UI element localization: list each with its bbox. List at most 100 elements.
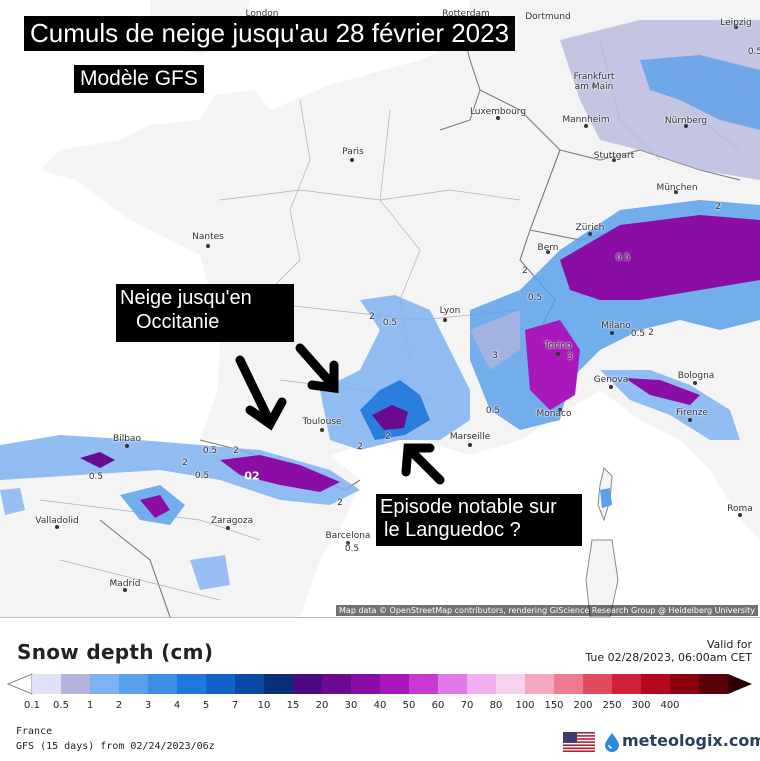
city-label-bologna: Bologna — [677, 371, 715, 381]
city-dot — [592, 84, 596, 88]
scale-swatch — [467, 674, 497, 694]
city-label-bilbao: Bilbao — [113, 434, 141, 444]
city-label-torino: Torino — [544, 341, 572, 351]
annotation-arrows — [235, 343, 445, 485]
city-dot — [684, 124, 688, 128]
city-label-madrid: Madrid — [109, 579, 141, 589]
scale-tick-label: 30 — [344, 700, 358, 711]
city-dot — [226, 526, 230, 530]
city-dot — [688, 418, 692, 422]
contour-value-label: 2 — [357, 442, 363, 452]
scale-swatch — [206, 674, 236, 694]
scale-swatch — [670, 674, 700, 694]
scale-tick-label: 1 — [86, 700, 94, 711]
scale-swatch — [119, 674, 149, 694]
city-dot — [123, 588, 127, 592]
snow-zone-languedoc-peak — [372, 405, 408, 430]
scale-swatch — [699, 674, 729, 694]
region-label: France — [16, 726, 53, 737]
scale-swatch — [525, 674, 555, 694]
scale-swatch — [583, 674, 613, 694]
scale-tick-label: 20 — [315, 700, 329, 711]
city-label-london: London — [245, 9, 279, 19]
contour-value-label: 0.5 — [630, 329, 646, 339]
scale-swatch — [177, 674, 207, 694]
city-label-stuttgart: Stuttgart — [593, 151, 635, 161]
scale-tick-label: 80 — [489, 700, 503, 711]
valid-for-value: Tue 02/28/2023, 06:00am CET — [585, 651, 752, 664]
snow-fields — [0, 20, 760, 590]
scale-tick-label: 50 — [402, 700, 416, 711]
scale-tick-label: 200 — [573, 700, 593, 711]
arrow-to-pyrenees — [235, 355, 273, 423]
city-dot — [584, 124, 588, 128]
meteologix-drop-icon — [605, 733, 619, 752]
annotation-occitanie: Neige jusqu'en Occitanie — [116, 284, 294, 342]
scale-tick-label: 400 — [660, 700, 680, 711]
arrow-to-languedoc — [407, 447, 445, 485]
contour-value-label: 2 — [182, 458, 188, 468]
city-label-nuernberg: Nürnberg — [664, 116, 708, 126]
city-label-bern: Bern — [537, 243, 559, 253]
contour-value-label: 2 — [522, 266, 528, 276]
map-canvas — [0, 0, 760, 617]
scale-swatch — [90, 674, 120, 694]
scale-swatch — [409, 674, 439, 694]
map-title: Cumuls de neige jusqu'au 28 février 2023 — [24, 16, 516, 51]
city-label-dortmund: Dortmund — [525, 12, 571, 22]
city-dot — [610, 331, 614, 335]
city-label-valladolid: Valladolid — [35, 516, 79, 526]
contour-value-label: 2 — [337, 498, 343, 508]
city-dot — [738, 513, 742, 517]
color-scale-bar — [6, 673, 752, 695]
meteologix-brand[interactable]: meteologix.com — [622, 731, 760, 750]
city-label-leipzig: Leipzig — [720, 18, 752, 28]
city-dot — [125, 444, 129, 448]
snow-zone-apennines — [600, 370, 740, 440]
scale-swatch — [235, 674, 265, 694]
arrow-to-pyrenees-head — [245, 397, 287, 431]
city-dot — [588, 232, 592, 236]
scale-tick-label: 3 — [144, 700, 152, 711]
scale-tick-label: 10 — [257, 700, 271, 711]
city-dot — [612, 158, 616, 162]
city-dot — [350, 158, 354, 162]
scale-tick-label: 60 — [431, 700, 445, 711]
valid-for-label: Valid for — [706, 638, 752, 651]
city-label-lyon: Lyon — [439, 306, 461, 316]
scale-swatch — [496, 674, 526, 694]
scale-swatch — [554, 674, 584, 694]
iberian-land — [0, 460, 345, 617]
model-run-label: GFS (15 days) from 02/24/2023/06z — [16, 741, 215, 752]
city-dot — [496, 116, 500, 120]
city-dot — [693, 381, 697, 385]
scale-tick-label: 250 — [602, 700, 622, 711]
scale-tick-label: 70 — [460, 700, 474, 711]
scale-swatch — [351, 674, 381, 694]
city-dot — [468, 443, 472, 447]
annotation-languedoc-line1: Episode notable sur — [380, 496, 557, 518]
city-label-zuerich: Zürich — [575, 223, 605, 233]
city-dot — [674, 190, 678, 194]
city-label-frankfurt: Frankfurt am Main — [573, 72, 615, 92]
contour-value-label: 0.5 — [194, 471, 210, 481]
scale-swatch — [641, 674, 671, 694]
snow-zone-central-massif-east — [470, 310, 520, 370]
contour-value-label: 0.5 — [527, 293, 543, 303]
us-flag-icon[interactable] — [563, 732, 595, 752]
city-label-paris: Paris — [342, 147, 364, 157]
city-label-milano: Milano — [601, 321, 631, 331]
scale-min-arrow — [6, 673, 33, 695]
annotation-occitanie-line1: Neige jusqu'en — [120, 287, 252, 309]
snow-zone-pyrenees-core — [220, 455, 340, 492]
snow-zone-germany-core — [640, 55, 760, 130]
scale-tick-label: 15 — [286, 700, 300, 711]
snow-zone-alps-core — [560, 215, 760, 300]
city-label-barcelona: Barcelona — [325, 531, 371, 541]
contour-value-label: 02 — [244, 469, 260, 483]
city-label-mannheim: Mannheim — [562, 115, 610, 125]
scale-tick-label: 7 — [231, 700, 239, 711]
model-subtitle: Modèle GFS — [74, 65, 204, 93]
annotation-languedoc: Episode notable sur le Languedoc ? — [376, 494, 582, 546]
snow-zone-corsica — [600, 488, 612, 508]
